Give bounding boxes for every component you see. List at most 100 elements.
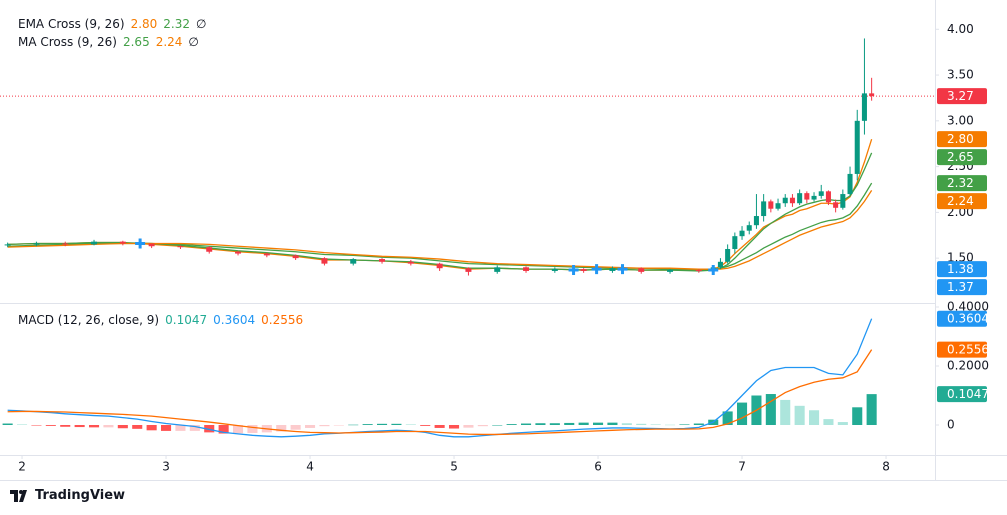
legend-value: 2.80 [130, 17, 158, 31]
brand: TradingView [10, 488, 125, 503]
price-tag [937, 88, 987, 105]
histogram-bar [218, 425, 229, 434]
candle-body [609, 268, 616, 271]
price-legend: EMA Cross (9, 26) 2.80 2.32 ∅ MA Cross (9, 2… [18, 15, 212, 51]
price-tag-label: 0.1047 [947, 387, 989, 401]
candle-body [746, 225, 752, 231]
histogram-bar [304, 425, 316, 428]
candle-body [840, 194, 846, 208]
indicator-line [7, 182, 873, 270]
legend-icon: ∅ [188, 35, 199, 49]
histogram-bar [376, 423, 388, 426]
x-tick-label: 4 [306, 460, 314, 474]
histogram-bar [837, 422, 848, 426]
candle-body [407, 261, 414, 264]
histogram-bar [564, 422, 575, 426]
histogram-bar [506, 424, 517, 426]
cross-marker [568, 265, 579, 276]
histogram-bar [16, 424, 28, 426]
legend-value: 2.24 [155, 35, 183, 49]
histogram-bar [477, 425, 488, 427]
histogram-bar [290, 425, 301, 430]
histogram-bar [276, 425, 287, 432]
histogram-bar [621, 423, 632, 426]
histogram-bar [117, 425, 128, 429]
candle-body [804, 193, 810, 200]
histogram-bar [204, 425, 215, 433]
histogram-bar [463, 425, 474, 428]
x-tick-label: 8 [882, 460, 890, 474]
y-tick-label: 4.00 [947, 22, 974, 36]
candle-body [717, 261, 723, 268]
legend-value: 0.1047 [165, 313, 208, 327]
histogram-bar [45, 425, 56, 426]
legend-label: EMA Cross (9, 26) [18, 17, 125, 31]
price-tag [937, 131, 987, 148]
cross-marker [708, 265, 719, 276]
candle-body [732, 236, 738, 249]
cross-marker [135, 238, 146, 249]
indicator-line [7, 152, 873, 272]
candle-body [695, 270, 702, 272]
candle-body [847, 173, 853, 195]
candle-body [761, 201, 767, 217]
candle-body [667, 270, 674, 272]
price-tag-label: 3.27 [947, 89, 974, 103]
candle-body [91, 241, 98, 245]
price-tag [937, 149, 987, 166]
y-tick-label: 3.00 [947, 113, 974, 127]
histogram-bar [247, 425, 258, 433]
histogram-bar [549, 423, 560, 426]
histogram-bar [679, 424, 690, 426]
histogram-bar [664, 424, 676, 426]
candle-body [263, 253, 270, 256]
price-tag-label: 0.3604 [947, 312, 989, 326]
candle-body [551, 269, 558, 271]
histogram-bar [520, 423, 532, 426]
price-tag [937, 279, 987, 296]
histogram-bar [780, 399, 791, 426]
y-tick-label: 0.4000 [947, 300, 989, 314]
price-tag-label: 0.2556 [947, 343, 989, 357]
candle-body [811, 195, 817, 200]
histogram-bar [866, 394, 877, 426]
x-tick-label: 5 [450, 460, 458, 474]
y-tick-label: 0 [947, 418, 955, 432]
y-tick-label: 0.2000 [947, 359, 989, 373]
candle-body [725, 248, 731, 262]
histogram-bar [535, 423, 546, 426]
histogram-bar [448, 425, 460, 429]
candle-body [321, 258, 328, 264]
candle-body [797, 193, 803, 204]
candle-body [739, 230, 745, 237]
legend-row: EMA Cross (9, 26) 2.80 2.32 ∅ [18, 15, 212, 33]
candle-body [148, 243, 155, 247]
legend-icon: ∅ [196, 17, 207, 31]
candle-body [177, 246, 184, 248]
y-tick-label: 3.50 [947, 68, 974, 82]
price-tag [937, 310, 987, 327]
histogram-bar [722, 411, 733, 426]
price-tag [937, 175, 987, 192]
candle-body [465, 268, 472, 272]
candle-body [789, 197, 795, 204]
histogram-bar [578, 422, 589, 426]
price-tag-label: 1.37 [947, 280, 974, 294]
legend-row: MACD (12, 26, close, 9) 0.1047 0.3604 0.255… [18, 311, 309, 329]
legend-value: 0.2556 [261, 313, 304, 327]
histogram-bar [823, 419, 834, 426]
candle-body [854, 120, 860, 174]
macd-line [7, 349, 873, 436]
histogram-bar [650, 424, 661, 426]
x-tick-label: 7 [738, 460, 746, 474]
candle-body [753, 216, 759, 226]
histogram-bar [348, 424, 359, 426]
histogram-bar [765, 394, 776, 426]
histogram-bar [31, 425, 42, 426]
histogram-bar [103, 425, 114, 428]
histogram-bar [333, 425, 344, 426]
histogram-bar [146, 425, 157, 431]
histogram-bar [434, 425, 445, 428]
